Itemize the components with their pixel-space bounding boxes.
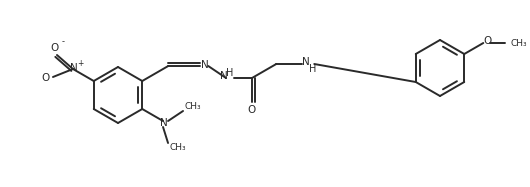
Text: O: O xyxy=(42,73,50,83)
Text: O: O xyxy=(483,36,491,46)
Text: N: N xyxy=(70,63,78,73)
Text: O: O xyxy=(247,105,255,115)
Text: N: N xyxy=(303,57,310,67)
Text: O: O xyxy=(51,43,59,53)
Text: H: H xyxy=(308,64,316,74)
Text: N: N xyxy=(160,118,168,128)
Text: +: + xyxy=(77,59,83,68)
Text: N: N xyxy=(220,71,228,81)
Text: N: N xyxy=(201,60,209,70)
Text: H: H xyxy=(226,68,234,78)
Text: CH₃: CH₃ xyxy=(170,143,187,153)
Text: CH₃: CH₃ xyxy=(511,39,527,47)
Text: -: - xyxy=(61,38,65,47)
Text: CH₃: CH₃ xyxy=(185,102,201,111)
